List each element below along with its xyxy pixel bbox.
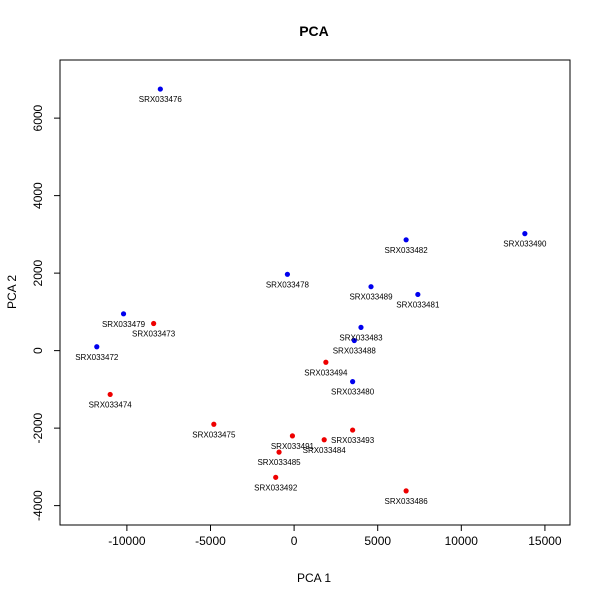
data-point xyxy=(107,391,113,398)
data-point-label: SRX033486 xyxy=(385,497,429,506)
y-axis-label: PCA 2 xyxy=(5,275,19,309)
data-point-label: SRX033473 xyxy=(132,330,176,339)
data-point xyxy=(289,433,296,439)
data-point xyxy=(284,271,291,277)
data-point-label: SRX033485 xyxy=(257,458,301,467)
data-point-label: SRX033488 xyxy=(333,347,377,356)
data-point-label: SRX033481 xyxy=(396,300,440,309)
x-axis-label: PCA 1 xyxy=(297,571,331,585)
y-axis: -4000 -2000 0 2000 4000 6000 xyxy=(31,104,60,521)
data-point-label: SRX033494 xyxy=(304,368,348,377)
data-point-label: SRX033492 xyxy=(254,483,298,492)
y-tick-label: 2000 xyxy=(31,259,45,286)
data-point-label: SRX033478 xyxy=(266,280,310,289)
data-point-label: SRX033489 xyxy=(349,293,393,302)
data-point-label: SRX033483 xyxy=(339,333,383,342)
data-point xyxy=(157,86,163,92)
data-point xyxy=(403,488,409,494)
y-tick-label: 4000 xyxy=(31,182,45,209)
x-tick-label: 0 xyxy=(291,534,298,548)
data-point xyxy=(211,421,217,427)
data-point xyxy=(151,320,157,327)
data-point xyxy=(321,437,327,443)
data-point xyxy=(351,337,357,344)
data-point-label: SRX033475 xyxy=(192,430,236,439)
data-point-label: SRX033480 xyxy=(331,388,375,397)
data-point-label: SRX033490 xyxy=(503,240,547,249)
data-point-label: SRX033491 xyxy=(271,442,315,451)
y-tick-label: -4000 xyxy=(31,490,45,521)
data-point xyxy=(415,291,421,298)
x-tick-label: -10000 xyxy=(108,534,146,548)
data-point xyxy=(350,379,356,385)
data-point xyxy=(273,474,279,480)
data-point-label: SRX033479 xyxy=(102,320,146,329)
data-point xyxy=(323,359,329,365)
x-axis: -10000 -5000 0 5000 10000 15000 xyxy=(108,525,562,548)
data-point xyxy=(522,231,528,237)
y-tick-label: -2000 xyxy=(31,412,45,443)
x-tick-label: -5000 xyxy=(195,534,226,548)
x-tick-label: 15000 xyxy=(528,534,562,548)
data-point xyxy=(403,237,409,243)
data-point-label: SRX033493 xyxy=(331,436,375,445)
chart-title: PCA xyxy=(299,23,329,39)
data-point-label: SRX033472 xyxy=(75,353,119,362)
data-point-label: SRX033482 xyxy=(385,246,429,255)
x-tick-label: 5000 xyxy=(364,534,391,548)
data-point xyxy=(94,344,100,350)
data-points xyxy=(94,86,528,494)
y-tick-label: 0 xyxy=(31,347,45,354)
data-point-label: SRX033484 xyxy=(303,446,347,455)
data-point-label: SRX033474 xyxy=(89,400,133,409)
data-point xyxy=(120,311,127,317)
plot-frame xyxy=(59,59,571,526)
y-tick-label: 6000 xyxy=(31,104,45,131)
x-tick-label: 10000 xyxy=(445,534,479,548)
data-point xyxy=(358,324,364,330)
data-point xyxy=(276,449,282,455)
data-point-labels: SRX033476 SRX033490 SRX033482 SRX033478 SRX0… xyxy=(75,95,547,506)
data-point xyxy=(368,284,374,290)
data-point xyxy=(350,427,356,433)
data-point-label: SRX033476 xyxy=(139,95,183,104)
